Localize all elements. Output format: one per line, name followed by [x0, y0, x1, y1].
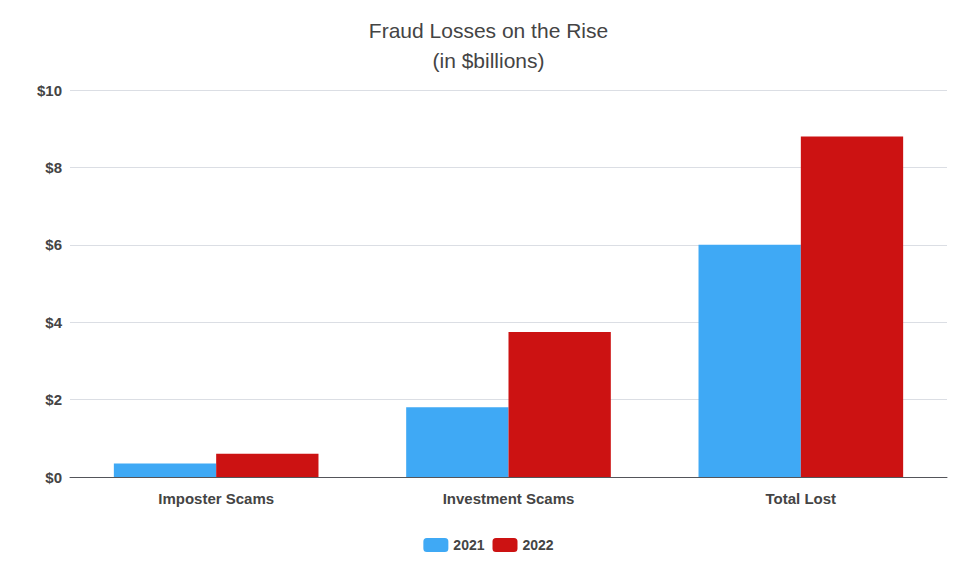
svg-text:Fraud Losses on the Rise: Fraud Losses on the Rise — [369, 19, 608, 42]
svg-text:(in $billions): (in $billions) — [432, 49, 544, 72]
svg-text:2021: 2021 — [453, 537, 484, 553]
svg-text:Total Lost: Total Lost — [766, 490, 837, 507]
svg-text:2022: 2022 — [523, 537, 554, 553]
svg-text:$4: $4 — [45, 314, 62, 331]
svg-text:Investment Scams: Investment Scams — [443, 490, 575, 507]
svg-text:$10: $10 — [37, 82, 62, 99]
svg-text:$0: $0 — [45, 469, 62, 486]
svg-text:Imposter Scams: Imposter Scams — [158, 490, 274, 507]
svg-text:$2: $2 — [45, 391, 62, 408]
svg-text:$6: $6 — [45, 236, 62, 253]
svg-text:$8: $8 — [45, 159, 62, 176]
